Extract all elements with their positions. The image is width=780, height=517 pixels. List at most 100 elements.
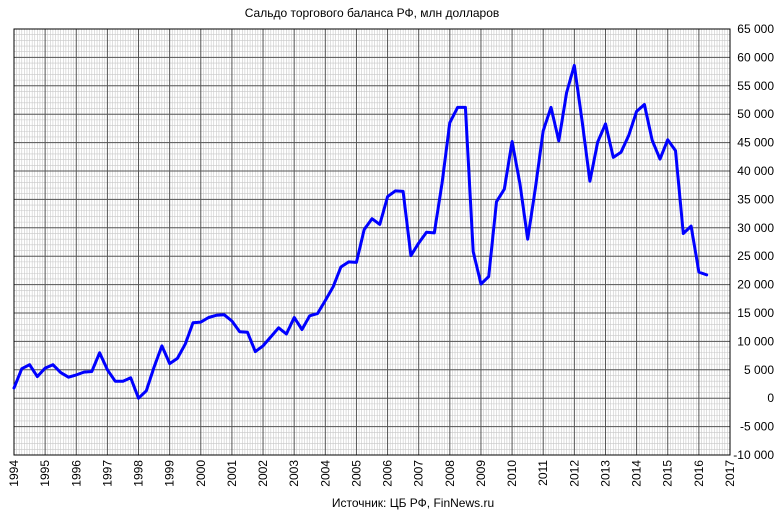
plot-frame [13,28,731,456]
data-point [184,343,187,346]
data-point [199,320,202,324]
x-tick-label: 2011 [536,460,550,486]
y-tick-label: 10 000 [737,334,774,348]
x-tick-label: 2010 [505,460,519,487]
data-point [28,363,31,366]
y-tick-label: -10 000 [733,448,774,462]
data-point [300,328,304,331]
data-point [386,195,389,198]
data-point [401,190,405,193]
data-point [176,357,179,360]
x-tick-label: 1995 [38,460,52,487]
data-point [12,386,16,390]
data-point [635,110,638,113]
data-point [67,375,70,379]
data-point [308,314,311,318]
y-tick-label: 40 000 [737,164,774,178]
x-tick-label: 2006 [381,460,395,487]
data-point [152,365,156,369]
data-point [137,397,140,400]
data-point [596,140,599,144]
data-point [98,351,101,354]
y-tick-label: 50 000 [737,107,774,121]
data-point [643,103,646,106]
minor-grid [13,28,731,456]
source-note: Источник: ЦБ РФ, FinNews.ru [332,496,494,510]
y-tick-label: 0 [767,391,774,405]
data-point [106,368,109,371]
data-point [246,331,249,334]
data-point [487,275,490,278]
data-point [215,314,218,317]
data-point [588,180,592,183]
data-point [682,232,685,235]
x-tick-label: 2014 [630,460,644,487]
data-point [542,129,545,132]
y-tick-label: 45 000 [737,136,774,150]
major-grid [13,28,731,456]
data-point [43,366,47,370]
data-point [440,182,444,185]
data-point [222,313,226,316]
x-tick-label: 1997 [100,460,114,487]
y-tick-label: 35 000 [737,192,774,206]
data-point [394,189,397,193]
data-point [526,237,529,241]
data-point [145,389,148,393]
data-point [495,200,498,203]
data-point [565,91,568,94]
data-point [479,282,483,286]
data-point [121,379,125,383]
x-tick-label: 2013 [598,460,612,487]
data-point [464,106,467,109]
data-point [75,373,78,377]
data-point [417,241,420,245]
y-tick-label: 15 000 [737,306,774,320]
data-point [378,223,381,226]
series-line [12,63,709,400]
data-point [316,312,319,315]
data-point [612,156,615,159]
data-point [666,138,669,141]
data-point [697,270,701,274]
chart-title: Сальдо торгового баланса РФ, млн долларо… [245,6,500,20]
data-point [269,335,273,339]
y-tick-label: 65 000 [737,22,774,36]
data-point [604,122,607,126]
data-point [230,319,234,323]
data-point [292,316,296,319]
data-point [168,362,171,365]
x-tick-label: 2007 [412,460,426,487]
data-point [456,106,459,109]
data-point [510,140,514,143]
data-point [409,254,413,257]
x-tick-label: 1999 [163,460,177,487]
data-point [573,64,576,67]
data-point [650,139,654,142]
data-point [689,224,693,228]
y-tick-label: 60 000 [737,50,774,64]
x-tick-label: 2002 [256,460,270,487]
data-point [627,134,631,137]
data-point [705,273,708,277]
data-point [448,121,452,124]
x-tick-label: 2009 [474,460,488,487]
data-point [370,217,374,220]
x-tick-label: 2001 [225,460,239,487]
data-point [518,182,522,185]
data-point [557,139,560,143]
data-point [339,265,343,269]
data-point [285,332,288,336]
data-point [534,186,537,190]
x-axis-tick-labels: 1994 1995 1996 1997 1998 1999 2000 2001 2002 2003… [7,460,737,487]
x-tick-label: 2012 [567,460,581,487]
x-tick-label: 1998 [132,460,146,487]
data-point [36,375,39,378]
data-point [355,261,358,264]
data-point [619,151,623,154]
data-point [580,119,584,123]
y-tick-label: -5 000 [740,420,774,434]
data-point [324,299,327,302]
data-point [160,344,164,348]
